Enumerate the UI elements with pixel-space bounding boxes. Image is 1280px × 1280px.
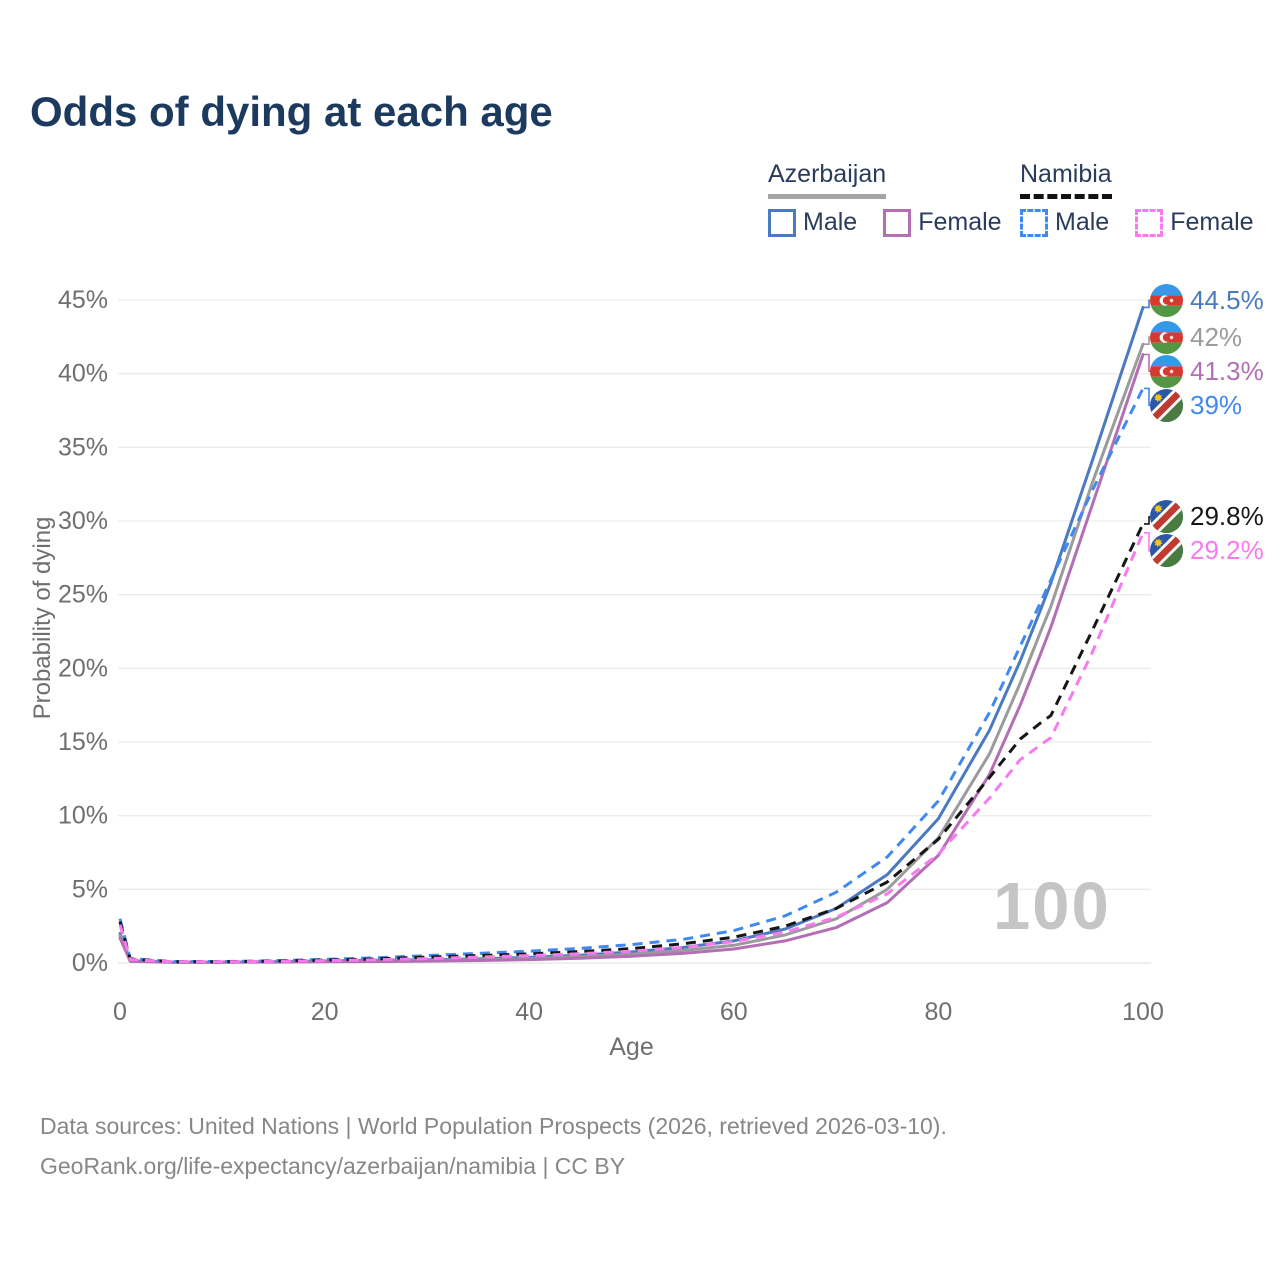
y-tick-45: 45%	[58, 286, 108, 314]
line-namibia-male[interactable]	[118, 387, 1145, 963]
footer-attribution: GeoRank.org/life-expectancy/azerbaijan/n…	[40, 1153, 626, 1179]
legend-swatch-namibia-male[interactable]	[1020, 208, 1048, 237]
x-tick-100: 100	[1122, 998, 1164, 1026]
watermark-age-100: 100	[993, 869, 1111, 944]
footer: Data sources: United Nations | World Pop…	[40, 1106, 947, 1186]
end-label-azerbaijan-both-sexes: 42%	[1150, 320, 1243, 354]
legend-group-azerbaijan: Azerbaijan Male Female	[768, 160, 1028, 237]
line-azerbaijan-female[interactable]	[118, 353, 1145, 964]
x-tick-20: 20	[311, 998, 339, 1026]
namibia-flag	[1150, 388, 1183, 422]
line-namibia-both-sexes[interactable]	[118, 523, 1145, 964]
page-title: Odds of dying at each age	[30, 88, 553, 135]
line-namibia-female[interactable]	[118, 532, 1145, 964]
y-tick-40: 40%	[58, 360, 108, 388]
legend-swatch-azerbaijan-male[interactable]	[768, 208, 796, 237]
y-tick-25: 25%	[58, 581, 108, 609]
azerbaijan-flag	[1150, 283, 1183, 317]
y-tick-15: 15%	[58, 728, 108, 756]
legend-label-azerbaijan-female[interactable]: Female	[918, 208, 1002, 236]
legend-country-namibia[interactable]: Namibia	[1020, 160, 1112, 199]
end-label-azerbaijan-male: 44.5%	[1150, 283, 1264, 317]
end-label-value: 41.3%	[1190, 355, 1264, 386]
line-azerbaijan-both-sexes[interactable]	[118, 342, 1145, 964]
legend-label-azerbaijan-male[interactable]: Male	[803, 208, 858, 236]
y-tick-20: 20%	[58, 654, 108, 682]
end-label-value: 44.5%	[1190, 284, 1264, 315]
end-label-value: 39%	[1190, 389, 1243, 420]
x-tick-60: 60	[720, 998, 748, 1026]
y-tick-35: 35%	[58, 433, 108, 461]
end-label-value: 29.8%	[1190, 501, 1264, 532]
legend-group-namibia: Namibia Male Female	[1020, 160, 1280, 237]
x-tick-40: 40	[515, 998, 543, 1026]
y-axis-title: Probability of dying	[29, 516, 56, 720]
y-tick-5: 5%	[72, 875, 108, 903]
footer-data-sources: Data sources: United Nations | World Pop…	[40, 1113, 947, 1139]
y-tick-0: 0%	[72, 949, 108, 977]
legend-swatch-namibia-female[interactable]	[1135, 208, 1164, 237]
x-tick-80: 80	[924, 998, 952, 1026]
line-azerbaijan-male[interactable]	[118, 305, 1145, 964]
legend-label-namibia-male[interactable]: Male	[1055, 208, 1110, 236]
legend-swatch-azerbaijan-female[interactable]	[883, 208, 912, 237]
y-tick-10: 10%	[58, 802, 108, 830]
y-tick-30: 30%	[58, 507, 108, 535]
x-axis-title: Age	[609, 1033, 653, 1061]
azerbaijan-flag	[1150, 354, 1183, 388]
namibia-flag	[1150, 534, 1183, 568]
namibia-flag	[1150, 500, 1183, 534]
legend-country-azerbaijan[interactable]: Azerbaijan	[768, 160, 887, 199]
end-label-namibia-both-sexes: 29.8%	[1150, 500, 1264, 534]
x-tick-0: 0	[113, 998, 127, 1026]
legend-label-namibia-female[interactable]: Female	[1170, 208, 1254, 236]
end-label-namibia-female: 29.2%	[1150, 534, 1264, 568]
end-label-value: 29.2%	[1190, 535, 1264, 566]
end-label-azerbaijan-female: 41.3%	[1150, 354, 1264, 388]
azerbaijan-flag	[1150, 320, 1183, 354]
end-label-value: 42%	[1190, 321, 1243, 352]
end-label-namibia-male: 39%	[1150, 388, 1243, 422]
